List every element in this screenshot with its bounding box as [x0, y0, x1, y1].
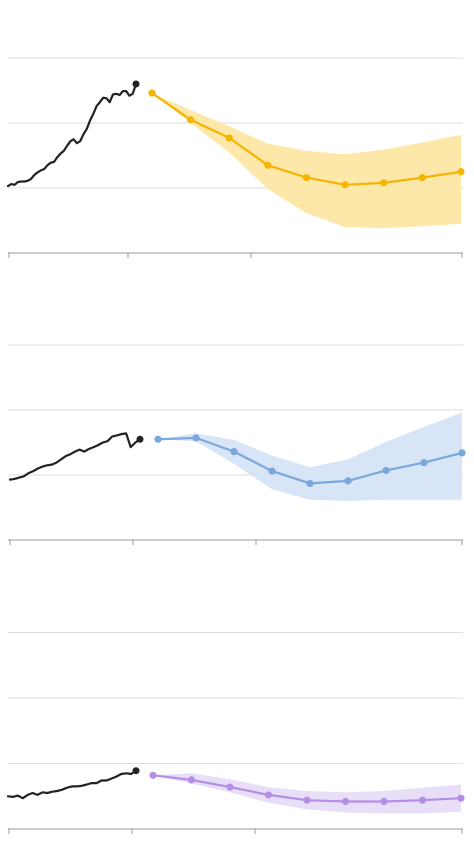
history-line [6, 769, 138, 800]
forecast-point [154, 435, 162, 443]
forecast-interval-band [158, 412, 462, 501]
forecast-point [148, 89, 156, 97]
history-line [8, 432, 142, 481]
forecast-point [418, 796, 427, 804]
history-end-point [132, 767, 140, 775]
forecast-point [187, 776, 196, 784]
forecast-point [268, 467, 276, 475]
history-end-point [136, 435, 144, 443]
chart-panel-1 [6, 57, 465, 258]
forecast-point [380, 179, 388, 187]
forecast-point [187, 116, 195, 124]
history-end-point [132, 80, 140, 88]
forecast-point [225, 134, 233, 142]
forecast-point [457, 794, 465, 802]
forecast-point [302, 174, 311, 182]
forecast-point [344, 477, 352, 485]
forecast-point [382, 466, 390, 475]
forecast-point [341, 797, 350, 806]
forecast-point [458, 449, 466, 457]
forecast-point [226, 783, 234, 791]
forecast-point [420, 459, 428, 467]
forecast-interval-band [152, 93, 461, 229]
forecast-point [341, 181, 349, 189]
forecast-interval-band [153, 773, 461, 814]
forecast-point [192, 434, 200, 442]
forecast-point [264, 791, 273, 799]
chart-panel-3 [6, 632, 465, 834]
forecast-point [418, 174, 426, 182]
forecast-point [230, 448, 238, 456]
forecast-point [264, 161, 272, 169]
chart-panel-2 [8, 344, 466, 545]
forecast-point [380, 797, 388, 806]
history-line [6, 82, 138, 188]
forecast-point [149, 771, 157, 779]
forecast-point [303, 796, 311, 804]
forecast-point [457, 168, 465, 176]
forecast-point [306, 479, 314, 488]
